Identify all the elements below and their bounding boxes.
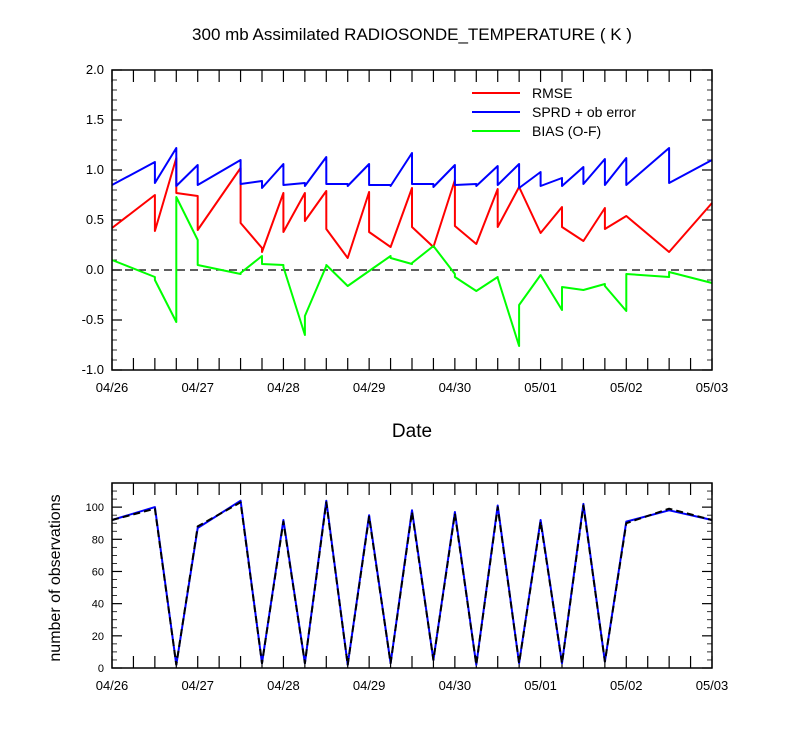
x-tick-label: 05/03 [696, 678, 729, 693]
x-tick-label: 04/29 [353, 380, 386, 395]
top-x-tick-labels: 04/26 04/27 04/28 04/29 04/30 05/01 05/02 05/03 [96, 380, 729, 395]
y-tick-label: 1.0 [86, 162, 104, 177]
y-tick-label: 80 [92, 534, 104, 546]
x-tick-label: 04/28 [267, 678, 300, 693]
x-tick-label: 05/02 [610, 380, 643, 395]
x-tick-label: 04/30 [439, 380, 472, 395]
x-tick-label: 05/01 [524, 678, 557, 693]
chart-title: 300 mb Assimilated RADIOSONDE_TEMPERATUR… [192, 25, 632, 44]
bottom-y-tick-labels: 0 20 40 60 80 100 [86, 502, 104, 675]
legend-label-rmse: RMSE [532, 85, 572, 101]
legend: RMSE SPRD + ob error BIAS (O-F) [472, 85, 636, 139]
y-tick-label: 60 [92, 566, 104, 578]
y-tick-label: -1.0 [82, 362, 104, 377]
series-line-rmse [111, 157, 713, 259]
x-tick-label: 05/03 [696, 380, 729, 395]
x-tick-label: 04/26 [96, 678, 129, 693]
x-tick-label: 04/28 [267, 380, 300, 395]
x-axis-label: Date [392, 421, 432, 442]
top-minor-ticks [112, 70, 712, 370]
y-tick-label: 0 [98, 663, 104, 675]
x-tick-label: 04/27 [181, 678, 214, 693]
y-tick-label: 20 [92, 631, 104, 643]
y-tick-label: 2.0 [86, 62, 104, 77]
y-tick-label: 0.5 [86, 212, 104, 227]
y-tick-label: 1.5 [86, 112, 104, 127]
x-tick-label: 04/30 [439, 678, 472, 693]
series-line-bias-o-f [111, 196, 713, 347]
bottom-y-axis-label: number of observations [47, 494, 64, 661]
series-line-used [111, 501, 713, 666]
series-line-sprd-ob-error [111, 147, 713, 189]
top-y-tick-labels: -1.0 -0.5 0.0 0.5 1.0 1.5 2.0 [82, 62, 104, 377]
y-tick-label: 0.0 [86, 262, 104, 277]
legend-label-bias: BIAS (O-F) [532, 123, 601, 139]
top-series-group [111, 147, 713, 347]
bottom-series-group [111, 499, 713, 666]
x-tick-label: 05/01 [524, 380, 557, 395]
x-tick-label: 04/29 [353, 678, 386, 693]
x-tick-label: 05/02 [610, 678, 643, 693]
bottom-x-tick-labels: 04/26 04/27 04/28 04/29 04/30 05/01 05/02 05/03 [96, 678, 729, 693]
top-plot-frame [111, 69, 713, 371]
y-tick-label: -0.5 [82, 312, 104, 327]
legend-label-sprd: SPRD + ob error [532, 104, 636, 120]
bottom-plot-frame [111, 482, 713, 669]
x-tick-label: 04/26 [96, 380, 129, 395]
y-tick-label: 40 [92, 599, 104, 611]
series-line-possible [111, 499, 713, 666]
x-tick-label: 04/27 [181, 380, 214, 395]
y-tick-label: 100 [86, 502, 104, 514]
